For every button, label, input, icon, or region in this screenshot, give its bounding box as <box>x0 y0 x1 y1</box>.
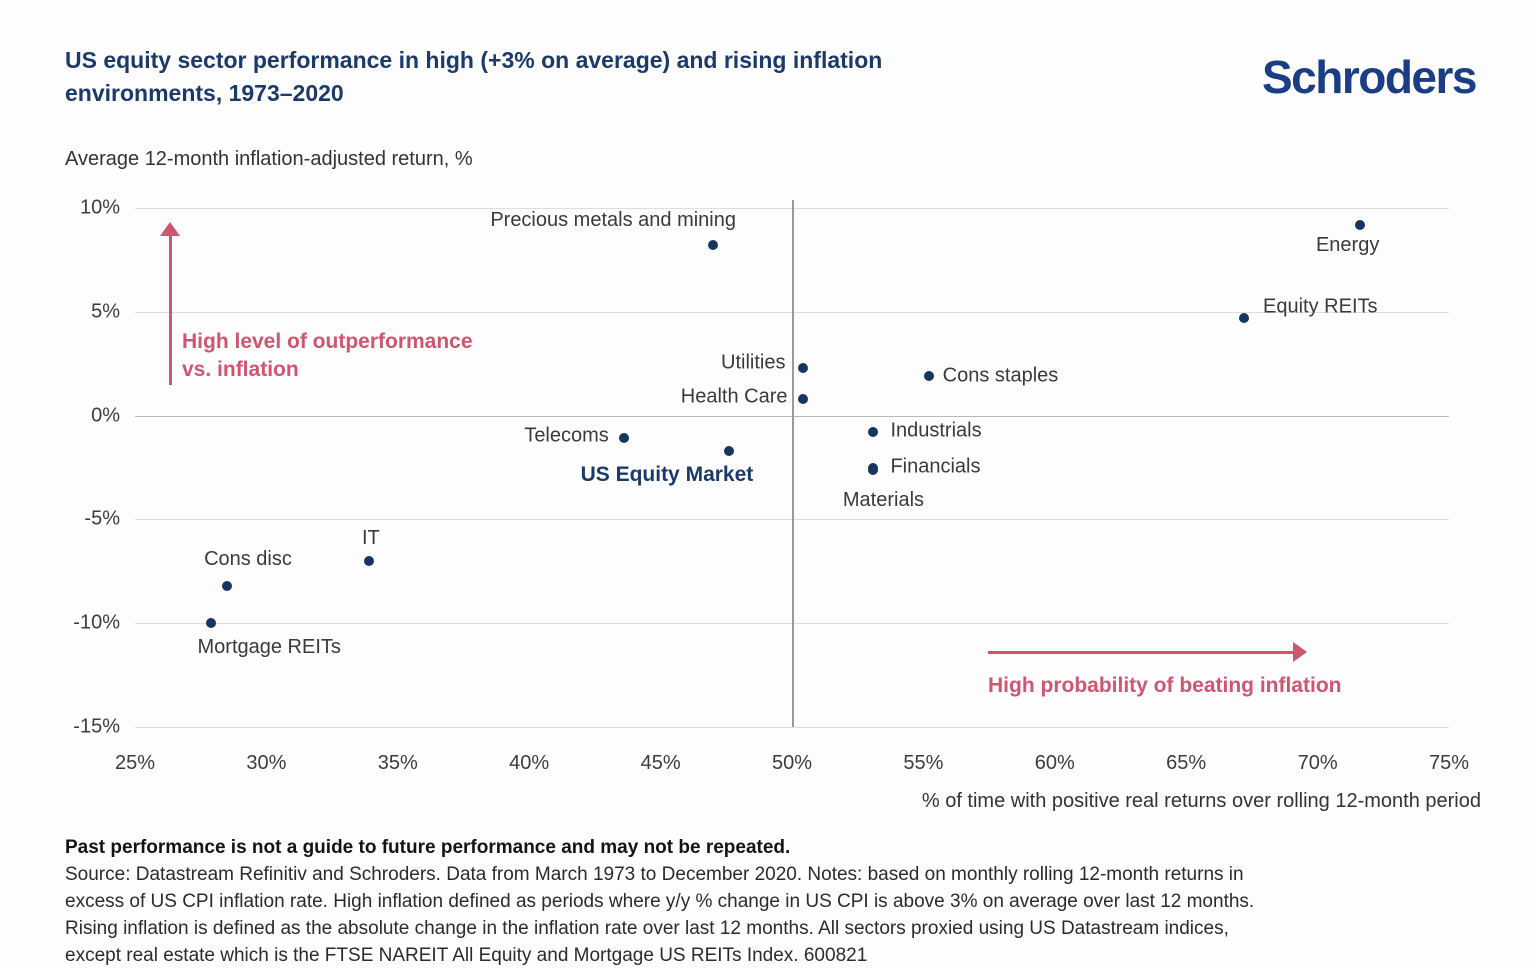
data-point-label: Financials <box>890 455 981 477</box>
fifty-percent-divider-line <box>792 200 794 727</box>
x-tick-label: 75% <box>1428 752 1470 774</box>
y-tick-label: -5% <box>84 507 120 530</box>
annotation-outperformance: High level of outperformance vs. inflati… <box>182 328 562 384</box>
data-point-health-care <box>797 393 808 404</box>
footer-source-line: Source: Datastream Refinitiv and Schrode… <box>65 864 1244 885</box>
data-point-label: Energy <box>1315 233 1380 256</box>
data-point-mortgage-reits <box>206 618 217 629</box>
data-point-label: US Equity Market <box>580 462 754 486</box>
data-point-telecoms <box>618 433 629 444</box>
chart-title: US equity sector performance in high (+3… <box>65 44 1115 110</box>
up-arrow-head-icon <box>160 222 180 236</box>
y-tick-label: -15% <box>73 715 120 738</box>
x-tick-label: 65% <box>1166 752 1207 774</box>
data-point-label: IT <box>362 526 380 549</box>
footer-source-line: except real estate which is the FTSE NAR… <box>65 945 868 966</box>
data-point-it <box>363 555 374 566</box>
footer-disclaimer: Past performance is not a guide to futur… <box>65 834 1505 969</box>
data-point-label: Cons staples <box>942 364 1059 387</box>
data-point-label: Industrials <box>890 419 982 442</box>
right-arrow-line <box>988 651 1294 654</box>
right-arrow-head-icon <box>1293 642 1307 662</box>
data-point-cons-staples <box>923 371 934 382</box>
x-tick-label: 35% <box>377 752 418 774</box>
y-tick-label: 0% <box>91 404 120 427</box>
y-tick-label: 5% <box>91 300 120 323</box>
x-tick-label: 45% <box>640 752 681 774</box>
annotation-beating-inflation: High probability of beating inflation <box>988 674 1342 697</box>
footer-bold-line: Past performance is not a guide to futur… <box>65 837 791 858</box>
chart-title-line2: environments, 1973–2020 <box>65 80 344 106</box>
y-axis-label: Average 12-month inflation-adjusted retu… <box>65 148 473 170</box>
footer-source-line: excess of US CPI inflation rate. High in… <box>65 891 1255 912</box>
annotation-outperformance-line2: vs. inflation <box>182 358 299 381</box>
data-point-label: Mortgage REITs <box>197 636 341 659</box>
data-point-industrials <box>868 427 879 438</box>
x-tick-label: 50% <box>771 752 813 774</box>
footer-source-line: Rising inflation is defined as the absol… <box>65 918 1229 939</box>
data-point-us-equity-market <box>723 445 734 456</box>
data-point-label: Utilities <box>721 351 786 374</box>
x-tick-label: 25% <box>114 752 156 774</box>
x-tick-label: 70% <box>1297 752 1338 774</box>
x-tick-label: 30% <box>246 752 287 774</box>
annotation-outperformance-line1: High level of outperformance <box>182 330 473 353</box>
x-tick-label: 40% <box>509 752 550 774</box>
data-point-label: Precious metals and mining <box>490 209 736 232</box>
x-tick-label: 55% <box>903 752 944 774</box>
up-arrow-line <box>169 232 172 385</box>
data-point-label: Telecoms <box>524 424 609 447</box>
data-point-precious-metals-and-mining <box>708 240 719 251</box>
x-axis-label: % of time with positive real returns ove… <box>921 790 1481 812</box>
data-point-cons-disc <box>221 580 232 591</box>
data-point-label: Cons disc <box>204 547 292 570</box>
data-point-energy <box>1354 219 1365 230</box>
data-point-label: Health Care <box>680 385 788 408</box>
data-point-utilities <box>797 362 808 373</box>
x-tick-label: 60% <box>1034 752 1075 774</box>
data-point-materials <box>868 464 879 475</box>
data-point-label: Equity REITs <box>1263 295 1378 318</box>
chart-title-line1: US equity sector performance in high (+3… <box>65 47 883 73</box>
y-tick-label: -10% <box>73 611 120 634</box>
data-point-label: Materials <box>842 488 925 511</box>
y-tick-label: 10% <box>79 196 120 219</box>
data-point-equity-reits <box>1239 313 1250 324</box>
schroders-logo: Schroders <box>1261 51 1478 103</box>
gridline--15% <box>135 727 1449 728</box>
